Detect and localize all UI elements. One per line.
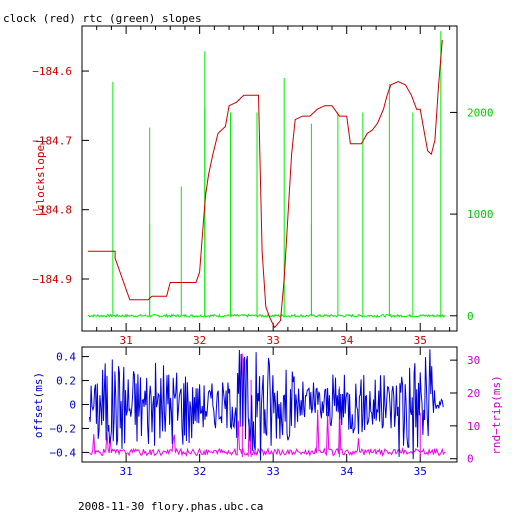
top-left-tick-label-3: −184.9: [32, 273, 72, 286]
top-x-tick-label-2: 33: [267, 334, 280, 347]
offset-line: [88, 349, 444, 461]
chart-title: clock (red) rtc (green) slopes: [3, 12, 202, 25]
bottom-right-tick-label-3: 0: [467, 453, 474, 466]
top-x-tick-label-3: 34: [340, 334, 354, 347]
bottom-left-axis-label: offset(ms): [32, 372, 45, 438]
rtc-baseline-line: [87, 313, 446, 318]
bottom-x-tick-label-4: 35: [414, 465, 427, 478]
top-left-tick-label-1: −184.7: [32, 134, 72, 147]
bottom-left-tick-label-3: −0.2: [50, 422, 77, 435]
bottom-left-tick-label-1: 0.2: [56, 375, 76, 388]
top-right-tick-label-1: 1000: [467, 208, 494, 221]
top-plot-frame: [81, 25, 458, 332]
round-trip-line: [88, 409, 446, 458]
top-left-axis-label: |clockslope|: [34, 138, 47, 217]
top-left-tick-label-2: −184.8: [32, 204, 72, 217]
top-right-tick-label-0: 0: [467, 310, 474, 323]
bottom-x-tick-label-1: 32: [193, 465, 206, 478]
bottom-left-tick-label-4: −0.4: [50, 446, 77, 459]
bottom-right-tick-label-2: 10: [467, 420, 480, 433]
top-x-tick-label-1: 32: [193, 334, 206, 347]
top-x-tick-label-4: 35: [414, 334, 427, 347]
chart-layer: −184.6−184.7−184.8−184.9|clockslope|0100…: [32, 26, 503, 478]
bottom-left-tick-label-0: 0.4: [56, 351, 76, 364]
top-x-tick-label-0: 31: [119, 334, 132, 347]
bottom-x-tick-label-3: 34: [340, 465, 354, 478]
bottom-right-tick-label-0: 30: [467, 354, 480, 367]
chart-footer: 2008-11-30 flory.phas.ubc.ca: [78, 500, 263, 512]
bottom-x-tick-label-0: 31: [119, 465, 132, 478]
bottom-left-tick-label-2: 0: [69, 399, 76, 412]
bottom-x-tick-label-2: 33: [267, 465, 280, 478]
top-right-tick-label-2: 2000: [467, 106, 494, 119]
clock-slope-line: [87, 39, 443, 329]
top-left-tick-label-0: −184.6: [32, 65, 72, 78]
bottom-right-tick-label-1: 20: [467, 387, 480, 400]
bottom-right-axis-label: rnd−trip(ms): [490, 375, 503, 454]
